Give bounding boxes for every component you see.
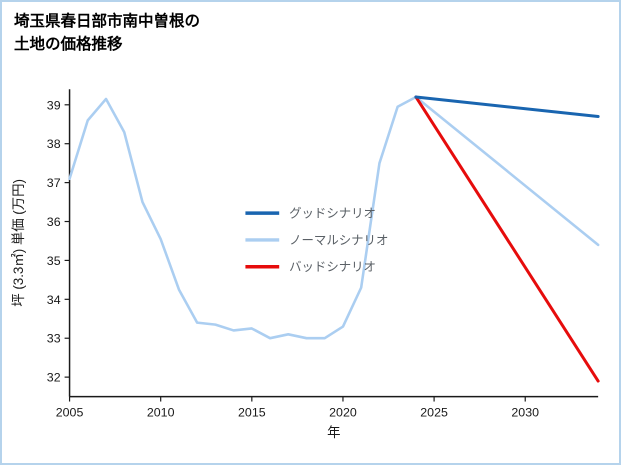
x-tick-label: 2010 xyxy=(147,405,175,419)
chart-title-line1: 埼玉県春日部市南中曽根の xyxy=(14,13,201,30)
y-tick-label: 33 xyxy=(47,332,61,346)
x-axis-title: 年 xyxy=(327,425,340,440)
y-tick-label: 35 xyxy=(47,254,61,268)
x-tick-label: 2015 xyxy=(238,405,266,419)
y-tick-label: 37 xyxy=(47,176,61,190)
series-line-グッドシナリオ xyxy=(414,95,600,118)
y-tick-label: 36 xyxy=(47,215,61,229)
x-tick-label: 2030 xyxy=(511,405,539,419)
y-tick-label: 38 xyxy=(47,137,61,151)
x-tick-label: 2005 xyxy=(56,405,84,419)
legend-label-グッドシナリオ: グッドシナリオ xyxy=(289,207,376,221)
series-line-バッドシナリオ xyxy=(414,95,600,383)
x-tick-label: 2025 xyxy=(420,405,448,419)
y-tick-label: 32 xyxy=(47,371,61,385)
y-tick-label: 39 xyxy=(47,98,61,112)
y-axis-title: 坪 (3.3㎡) 単価 (万円) xyxy=(11,179,26,307)
y-tick-label: 34 xyxy=(47,293,61,307)
legend-label-バッドシナリオ: バッドシナリオ xyxy=(289,260,376,274)
legend-label-ノーマルシナリオ: ノーマルシナリオ xyxy=(289,233,388,247)
series-line-ノーマルシナリオ xyxy=(68,95,600,340)
chart-title-line2: 土地の価格推移 xyxy=(14,36,123,54)
chart-title: 埼玉県春日部市南中曽根の 土地の価格推移 xyxy=(14,10,200,57)
x-tick-label: 2020 xyxy=(329,405,357,419)
